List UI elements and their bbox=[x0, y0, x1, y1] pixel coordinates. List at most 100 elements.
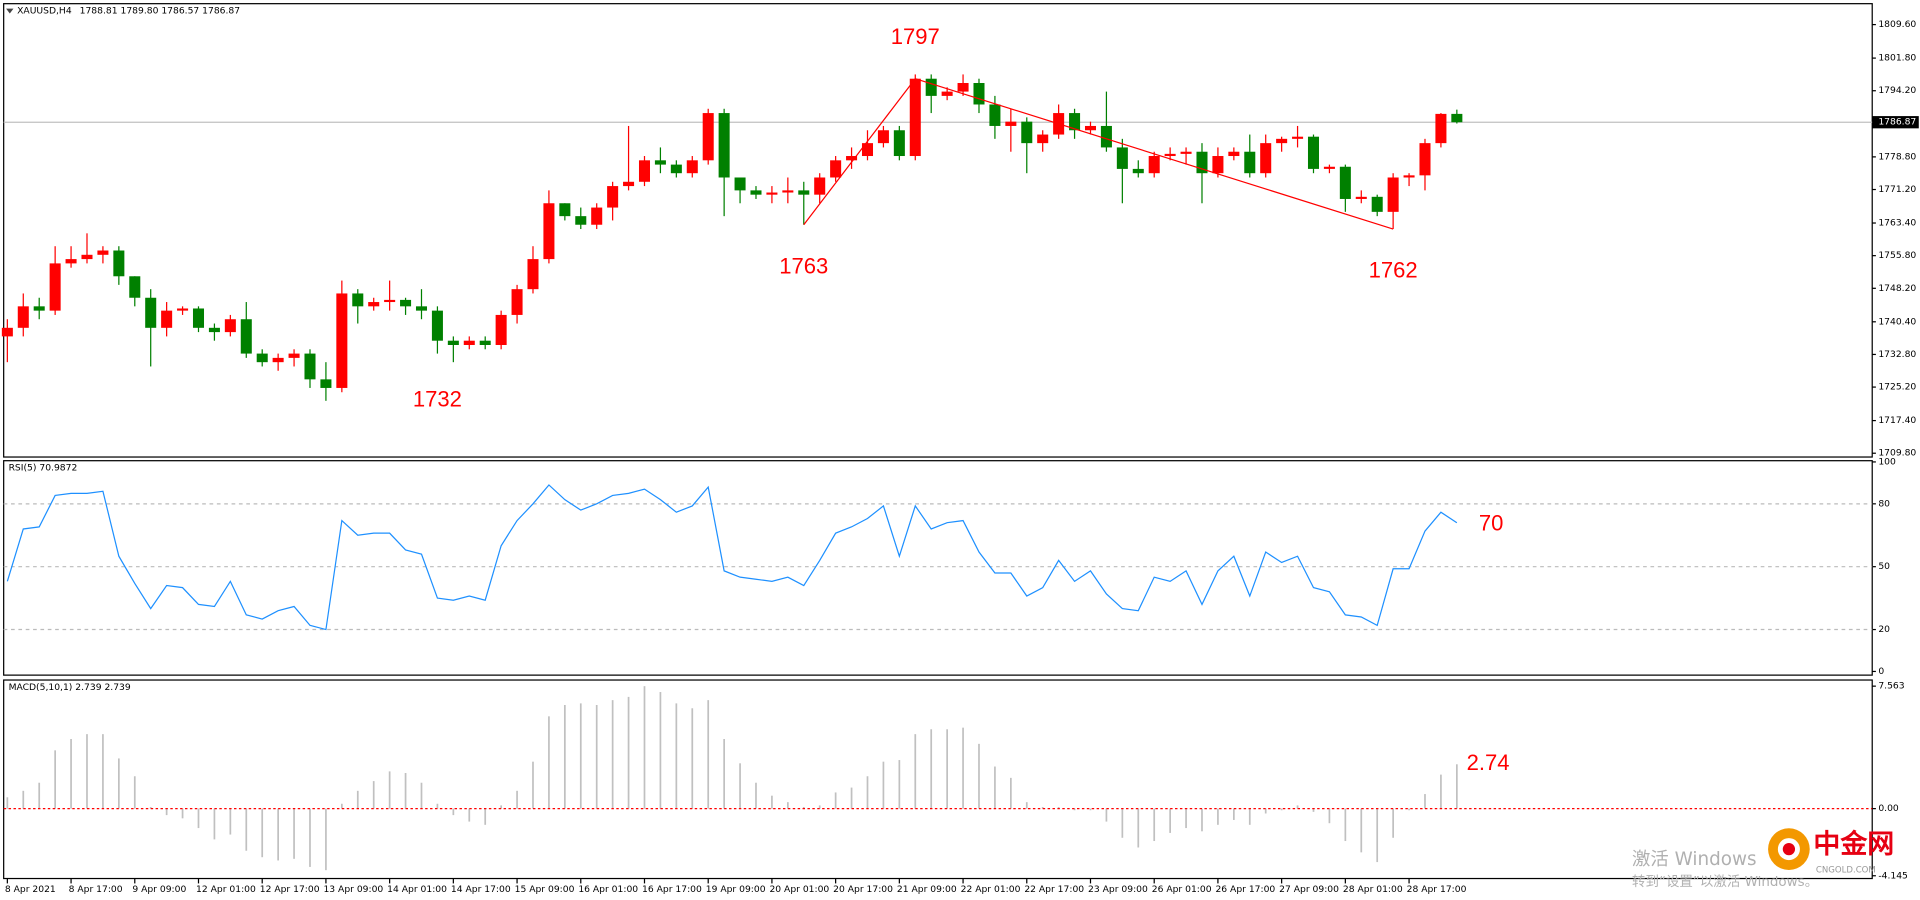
candle-body bbox=[527, 259, 539, 290]
candle-body bbox=[113, 250, 125, 277]
y-tick-label: 1763.40 bbox=[1878, 218, 1916, 229]
rsi-title: RSI(5) 70.9872 bbox=[9, 463, 78, 474]
candle-body bbox=[17, 306, 29, 328]
x-tick-label: 14 Apr 01:00 bbox=[387, 884, 447, 895]
candle-body bbox=[766, 192, 778, 195]
candle-body bbox=[49, 263, 61, 311]
price-panel bbox=[3, 3, 1873, 458]
x-tick-label: 8 Apr 17:00 bbox=[69, 884, 123, 895]
x-tick-label: 23 Apr 09:00 bbox=[1088, 884, 1148, 895]
y-tick-label: 20 bbox=[1878, 624, 1890, 635]
candle-body bbox=[957, 83, 969, 92]
candle-body bbox=[1244, 151, 1256, 174]
candle-body bbox=[288, 353, 300, 358]
macd-panel bbox=[3, 679, 1873, 880]
watermark-line1: 激活 Windows bbox=[1632, 849, 1757, 870]
y-tick-label: 1709.80 bbox=[1878, 448, 1916, 459]
candle-body bbox=[256, 353, 268, 363]
candle-body bbox=[352, 293, 364, 307]
candle-body bbox=[925, 78, 937, 96]
candle-body bbox=[1339, 166, 1351, 199]
candle-body bbox=[1260, 143, 1272, 174]
price-annotation: 1763 bbox=[779, 253, 828, 278]
y-tick-label: 1755.80 bbox=[1878, 250, 1916, 261]
y-tick-label: 1771.20 bbox=[1878, 184, 1916, 195]
candle-body bbox=[479, 340, 491, 345]
candle-body bbox=[224, 319, 236, 333]
x-tick-label: 9 Apr 09:00 bbox=[132, 884, 186, 895]
candle-body bbox=[782, 190, 794, 193]
candle-body bbox=[1, 327, 13, 337]
y-tick-label: 1732.80 bbox=[1878, 349, 1916, 360]
x-tick-label: 27 Apr 09:00 bbox=[1279, 884, 1339, 895]
candle-body bbox=[750, 190, 762, 195]
candle-body bbox=[431, 310, 443, 341]
x-tick-label: 21 Apr 09:00 bbox=[897, 884, 957, 895]
candle-body bbox=[941, 91, 953, 96]
candle-body bbox=[368, 302, 380, 307]
x-tick-label: 8 Apr 2021 bbox=[5, 884, 56, 895]
price-annotation: 1732 bbox=[413, 387, 462, 412]
candle-body bbox=[1228, 151, 1240, 157]
candle-body bbox=[1451, 113, 1463, 123]
candle-body bbox=[814, 177, 826, 195]
price-annotation: 1762 bbox=[1369, 258, 1418, 283]
candle-body bbox=[830, 160, 842, 178]
y-tick-label: 1740.40 bbox=[1878, 316, 1916, 327]
candle-body bbox=[304, 353, 316, 380]
candle-body bbox=[400, 299, 412, 307]
x-tick-label: 20 Apr 17:00 bbox=[833, 884, 893, 895]
candle-body bbox=[989, 104, 1001, 126]
candle-body bbox=[177, 308, 189, 311]
y-tick-label: 80 bbox=[1878, 498, 1890, 509]
macd-title: MACD(5,10,1) 2.739 2.739 bbox=[9, 682, 131, 693]
candle-body bbox=[1069, 113, 1081, 131]
candle-body bbox=[718, 113, 730, 178]
symbol-title: XAUUSD,H4 bbox=[17, 6, 72, 17]
rsi-panel bbox=[3, 460, 1873, 676]
x-tick-label: 13 Apr 09:00 bbox=[323, 884, 383, 895]
y-tick-label: 0.00 bbox=[1878, 803, 1899, 814]
candle-body bbox=[1021, 121, 1033, 144]
y-tick-label: 7.563 bbox=[1878, 681, 1904, 692]
x-tick-label: 28 Apr 17:00 bbox=[1407, 884, 1467, 895]
candle-body bbox=[1100, 125, 1112, 148]
x-tick-label: 20 Apr 01:00 bbox=[769, 884, 829, 895]
ohlc-info: 1788.81 1789.80 1786.57 1786.87 bbox=[80, 6, 241, 17]
candle-body bbox=[447, 340, 459, 345]
candle-body bbox=[909, 78, 921, 157]
candle-body bbox=[1307, 136, 1320, 169]
candle-body bbox=[65, 259, 77, 264]
candle-body bbox=[702, 113, 714, 161]
candle-body bbox=[1403, 175, 1415, 178]
candle-body bbox=[1037, 134, 1049, 144]
candle-body bbox=[1371, 196, 1383, 212]
candle-body bbox=[623, 181, 635, 187]
candle-body bbox=[543, 203, 555, 260]
candle-body bbox=[1164, 153, 1176, 157]
candle-body bbox=[1005, 121, 1017, 126]
candle-body bbox=[670, 164, 682, 174]
candle-body bbox=[1276, 138, 1288, 144]
y-tick-label: 1748.20 bbox=[1878, 283, 1916, 294]
candle-body bbox=[846, 156, 858, 161]
candle-body bbox=[893, 130, 905, 157]
candle-body bbox=[591, 207, 603, 225]
candle-body bbox=[1196, 151, 1208, 174]
x-tick-label: 26 Apr 17:00 bbox=[1215, 884, 1275, 895]
candle-body bbox=[877, 130, 889, 144]
candle-body bbox=[511, 289, 523, 315]
y-tick-label: 1794.20 bbox=[1878, 85, 1916, 96]
price-annotation: 1797 bbox=[891, 24, 940, 49]
candle-body bbox=[463, 340, 475, 345]
y-tick-label: 1725.20 bbox=[1878, 382, 1916, 393]
candle-body bbox=[1323, 166, 1335, 169]
last-price-box bbox=[1872, 116, 1919, 129]
x-tick-label: 16 Apr 01:00 bbox=[578, 884, 638, 895]
menu-triangle bbox=[6, 8, 14, 14]
candle-body bbox=[1435, 113, 1447, 144]
candle-body bbox=[495, 314, 507, 345]
candle-body bbox=[192, 308, 205, 328]
candle-body bbox=[384, 299, 396, 303]
